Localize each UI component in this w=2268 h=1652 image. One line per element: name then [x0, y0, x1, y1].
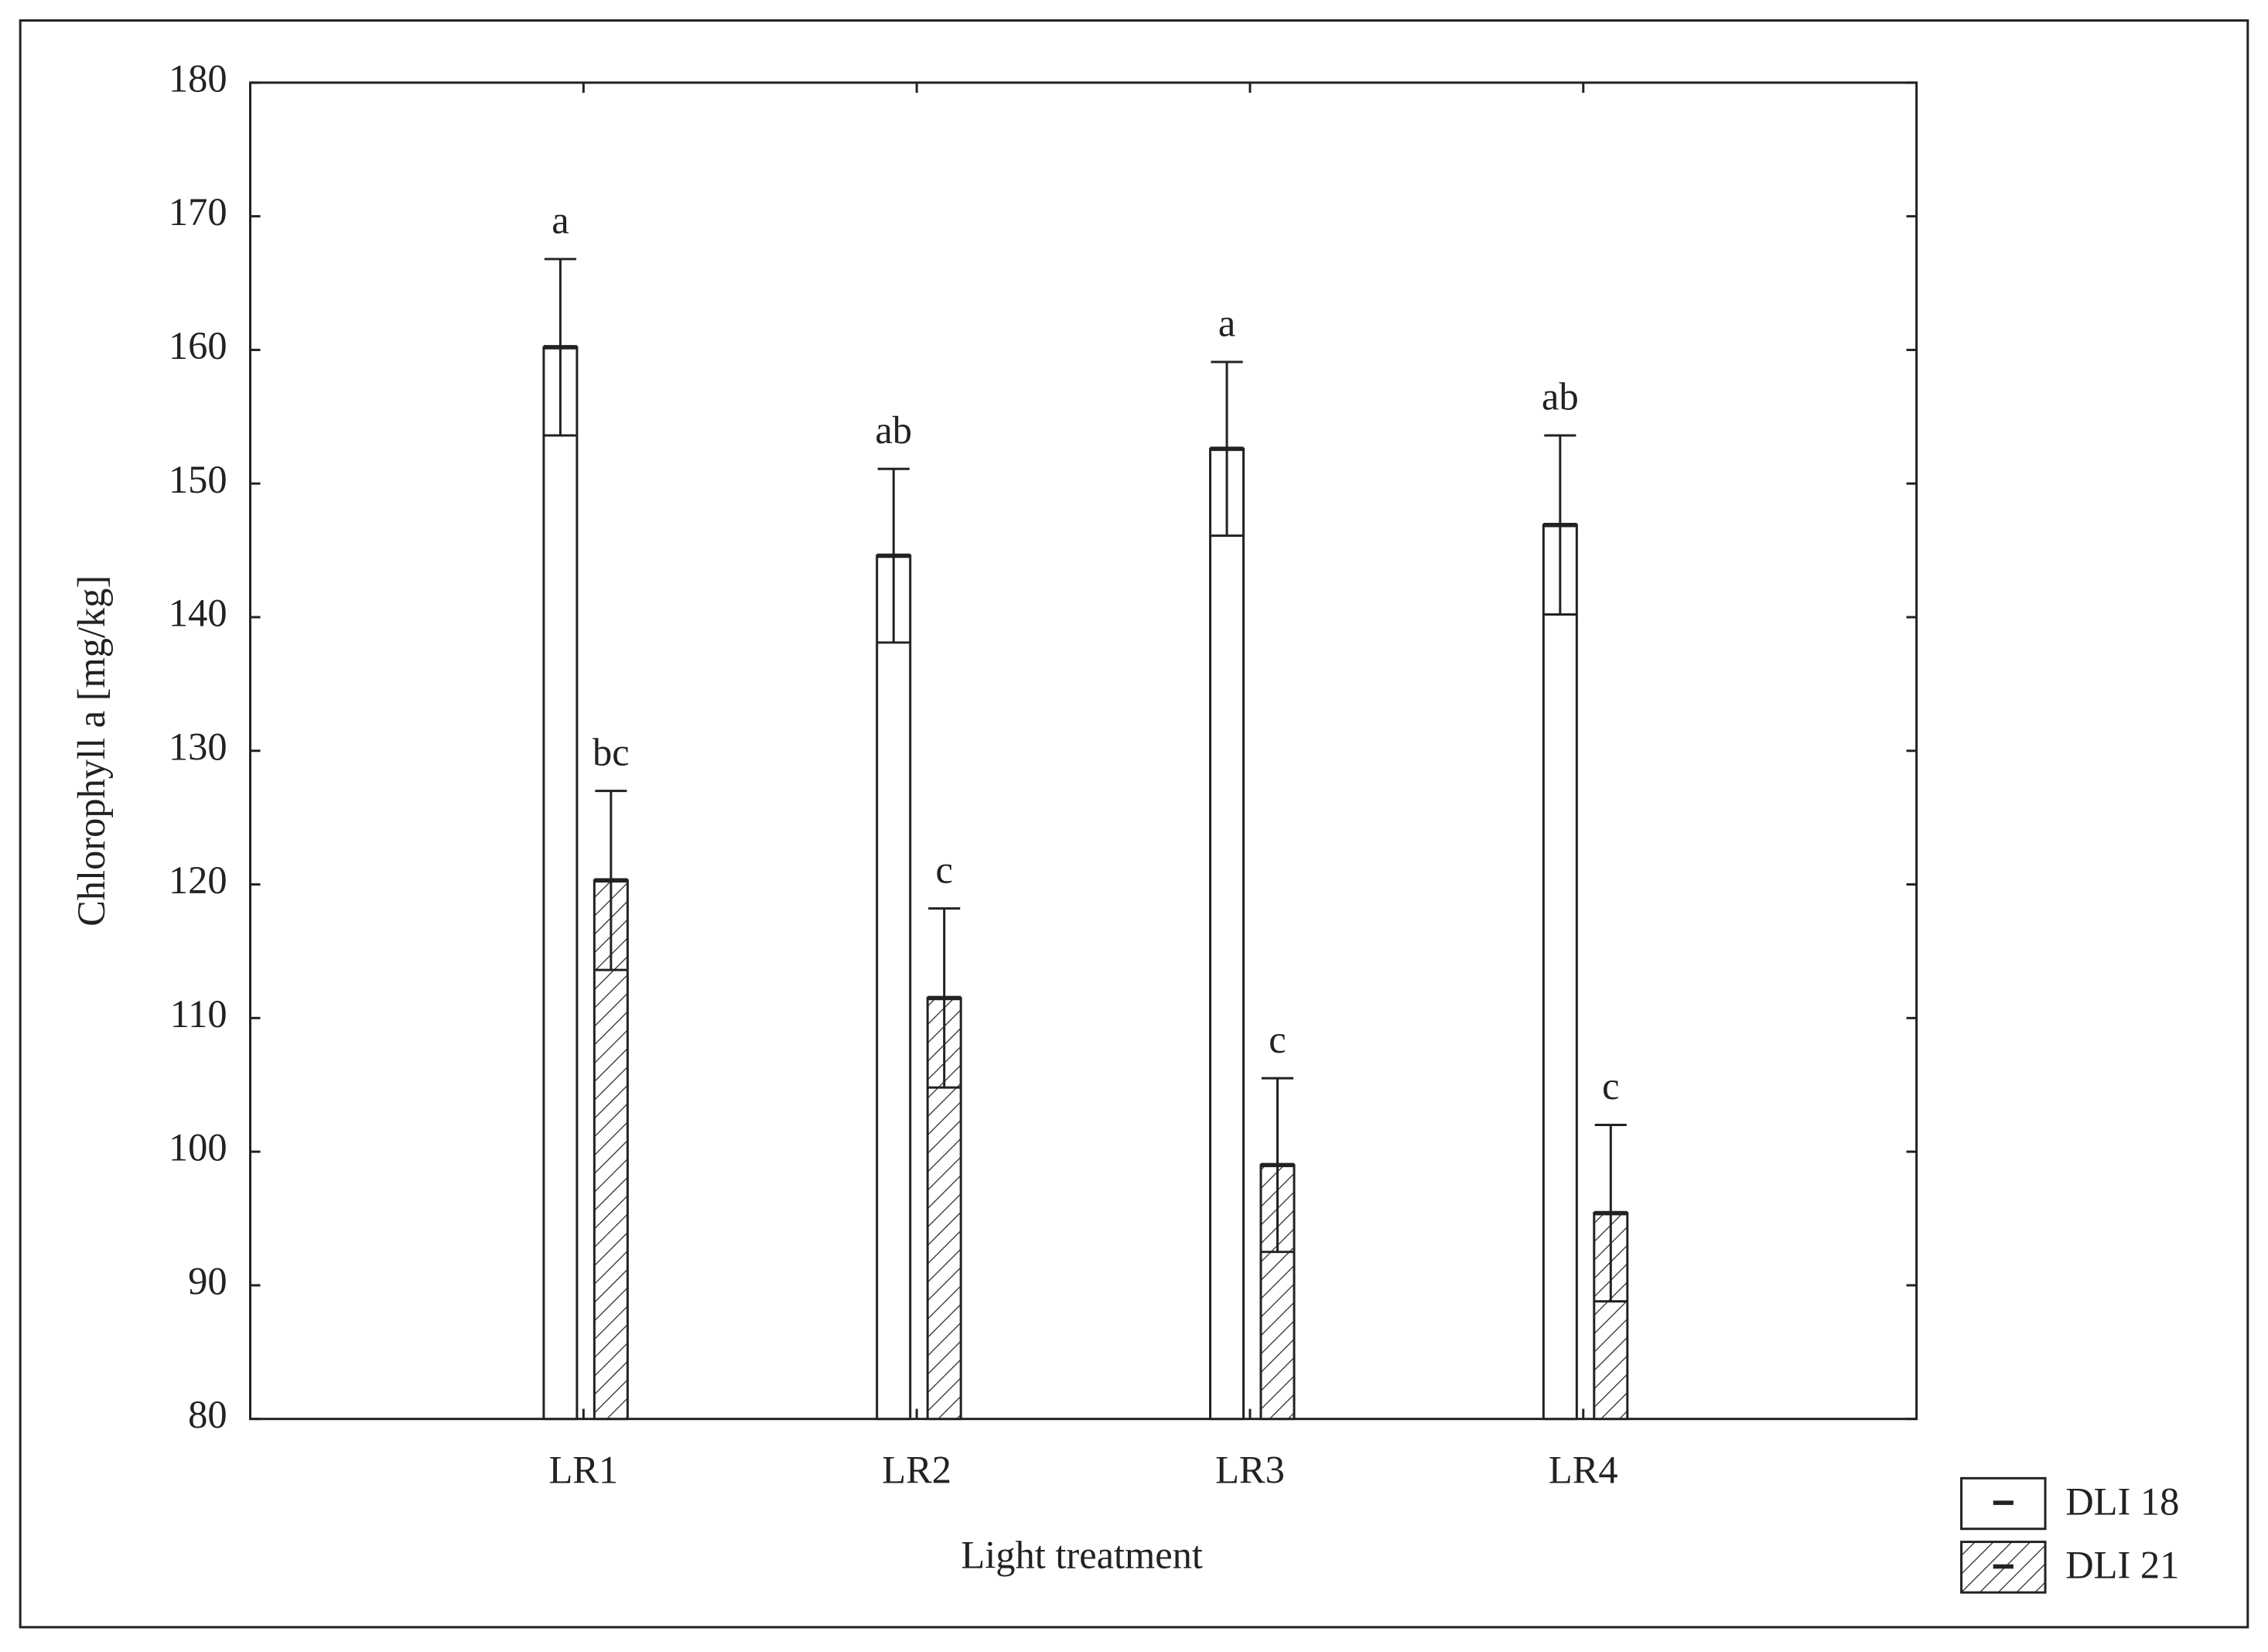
y-tick-label: 100 [169, 1126, 227, 1169]
bar [876, 555, 912, 1421]
group-letter: c [935, 848, 952, 891]
x-tick-label: LR2 [882, 1448, 951, 1491]
group-letter: ab [1542, 375, 1579, 418]
group-letter: c [1602, 1064, 1619, 1108]
group-letter: ab [875, 408, 912, 452]
frame [19, 19, 2249, 1629]
bar [1209, 447, 1245, 1421]
x-tick-label: LR3 [1215, 1448, 1285, 1491]
y-tick-label: 110 [170, 992, 227, 1036]
y-tick-label: 180 [169, 56, 227, 100]
y-tick-label: 160 [169, 324, 227, 367]
y-tick-label: 80 [188, 1393, 227, 1436]
legend-label: DLI 18 [2065, 1480, 2179, 1523]
legend-label: DLI 21 [2065, 1544, 2179, 1587]
x-tick-label: LR1 [548, 1448, 618, 1491]
group-letter: bc [593, 730, 630, 773]
y-tick-label: 140 [169, 592, 227, 635]
y-tick-label: 120 [169, 858, 227, 902]
x-tick-label: LR4 [1549, 1448, 1618, 1491]
x-axis-label: Light treatment [961, 1534, 1203, 1577]
bar [1542, 524, 1578, 1421]
y-tick-label: 130 [169, 725, 227, 768]
bar [542, 346, 579, 1421]
y-axis-label: Chlorophyll a [mg/kg] [70, 575, 113, 927]
group-letter: c [1269, 1018, 1286, 1061]
group-letter: a [552, 199, 569, 242]
y-tick-label: 150 [169, 458, 227, 501]
y-tick-label: 170 [169, 190, 227, 234]
group-letter: a [1218, 302, 1235, 345]
y-tick-label: 90 [188, 1259, 227, 1302]
